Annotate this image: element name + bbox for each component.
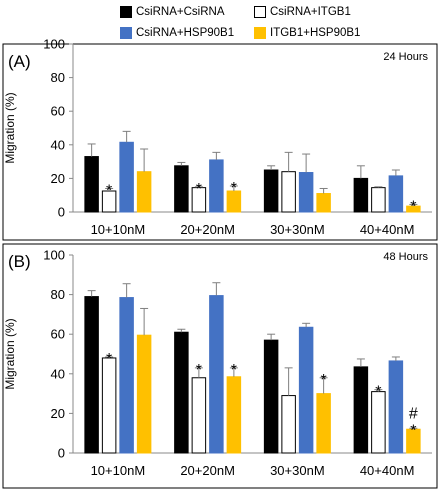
x-tick-label: 20+20nM xyxy=(180,222,235,237)
significance-marker: * xyxy=(106,182,112,199)
y-tick-label: 20 xyxy=(51,406,65,421)
bar xyxy=(388,360,404,454)
bar xyxy=(371,391,386,454)
time-label: 24 Hours xyxy=(383,51,428,63)
legend-label: CsiRNA+CsiRNA xyxy=(136,6,225,18)
significance-marker: * xyxy=(106,351,112,368)
bar xyxy=(371,187,386,213)
bar xyxy=(84,296,99,454)
y-tick-label: 80 xyxy=(51,70,65,85)
bar xyxy=(209,159,224,213)
panel-label: (B) xyxy=(8,252,31,271)
x-tick-label: 30+30nM xyxy=(270,463,325,478)
legend-swatch xyxy=(120,27,132,39)
legend-item-csirna-hsp90b1: CsiRNA+HSP90B1 xyxy=(120,27,234,39)
bar xyxy=(191,377,207,454)
legend-label: CsiRNA+HSP90B1 xyxy=(136,27,235,39)
significance-marker: * xyxy=(231,180,237,197)
significance-marker: * xyxy=(410,198,416,215)
bar xyxy=(263,169,279,213)
bar xyxy=(136,171,152,213)
x-tick-label: 10+10nM xyxy=(91,222,146,237)
y-tick-label: 40 xyxy=(51,366,65,381)
bar xyxy=(353,366,369,454)
bar xyxy=(119,297,134,454)
significance-marker: * xyxy=(231,362,237,379)
significance-marker: # xyxy=(409,405,418,422)
bar xyxy=(263,339,279,454)
y-tick-label: 0 xyxy=(58,205,65,220)
panel-frame xyxy=(2,243,438,489)
y-axis-label: Migration (%) xyxy=(3,92,17,163)
y-tick-label: 100 xyxy=(43,248,65,263)
x-tick-label: 40+40nM xyxy=(360,222,415,237)
bar xyxy=(298,326,314,454)
bar xyxy=(174,165,189,213)
legend-item-csirna-csirna: CsiRNA+CsiRNA xyxy=(120,6,225,18)
time-label: 48 Hours xyxy=(383,251,428,263)
y-tick-label: 60 xyxy=(51,104,65,119)
significance-marker: * xyxy=(196,181,202,198)
bar xyxy=(101,357,117,454)
bar xyxy=(174,331,189,454)
y-tick-label: 20 xyxy=(51,171,65,186)
panel-label: (A) xyxy=(8,52,31,71)
bar xyxy=(136,334,152,454)
legend-swatch xyxy=(254,6,266,18)
y-axis-label: Migration (%) xyxy=(3,318,17,389)
significance-marker: * xyxy=(196,362,202,379)
x-tick-label: 30+30nM xyxy=(270,222,325,237)
significance-marker: * xyxy=(321,372,327,389)
y-tick-label: 40 xyxy=(51,137,65,152)
legend-label: CsiRNA+ITGB1 xyxy=(270,6,351,18)
bar xyxy=(388,175,404,213)
bar xyxy=(84,156,99,213)
y-tick-label: 80 xyxy=(51,287,65,302)
legend-item-csirna-itgb1: CsiRNA+ITGB1 xyxy=(254,6,351,18)
x-tick-label: 20+20nM xyxy=(180,463,235,478)
bar xyxy=(209,295,224,454)
significance-marker: * xyxy=(375,384,381,401)
legend-item-itgb1-hsp90b1: ITGB1+HSP90B1 xyxy=(254,27,360,39)
bar xyxy=(226,376,242,454)
x-tick-label: 40+40nM xyxy=(360,463,415,478)
significance-marker: * xyxy=(410,422,416,439)
y-tick-label: 0 xyxy=(58,446,65,461)
legend-label: ITGB1+HSP90B1 xyxy=(270,27,361,39)
chart-legend: CsiRNA+CsiRNA CsiRNA+ITGB1 CsiRNA+HSP90B… xyxy=(0,0,442,42)
bar xyxy=(316,193,331,213)
panel-frame xyxy=(2,43,438,241)
bar xyxy=(316,393,331,454)
y-tick-label: 100 xyxy=(43,37,65,52)
bar xyxy=(281,171,296,213)
bar xyxy=(281,395,296,454)
bar xyxy=(119,141,134,213)
bar xyxy=(298,172,314,213)
x-tick-label: 10+10nM xyxy=(91,463,146,478)
bar xyxy=(353,177,369,213)
legend-swatch xyxy=(254,27,266,39)
legend-swatch xyxy=(120,6,132,18)
y-tick-label: 60 xyxy=(51,327,65,342)
